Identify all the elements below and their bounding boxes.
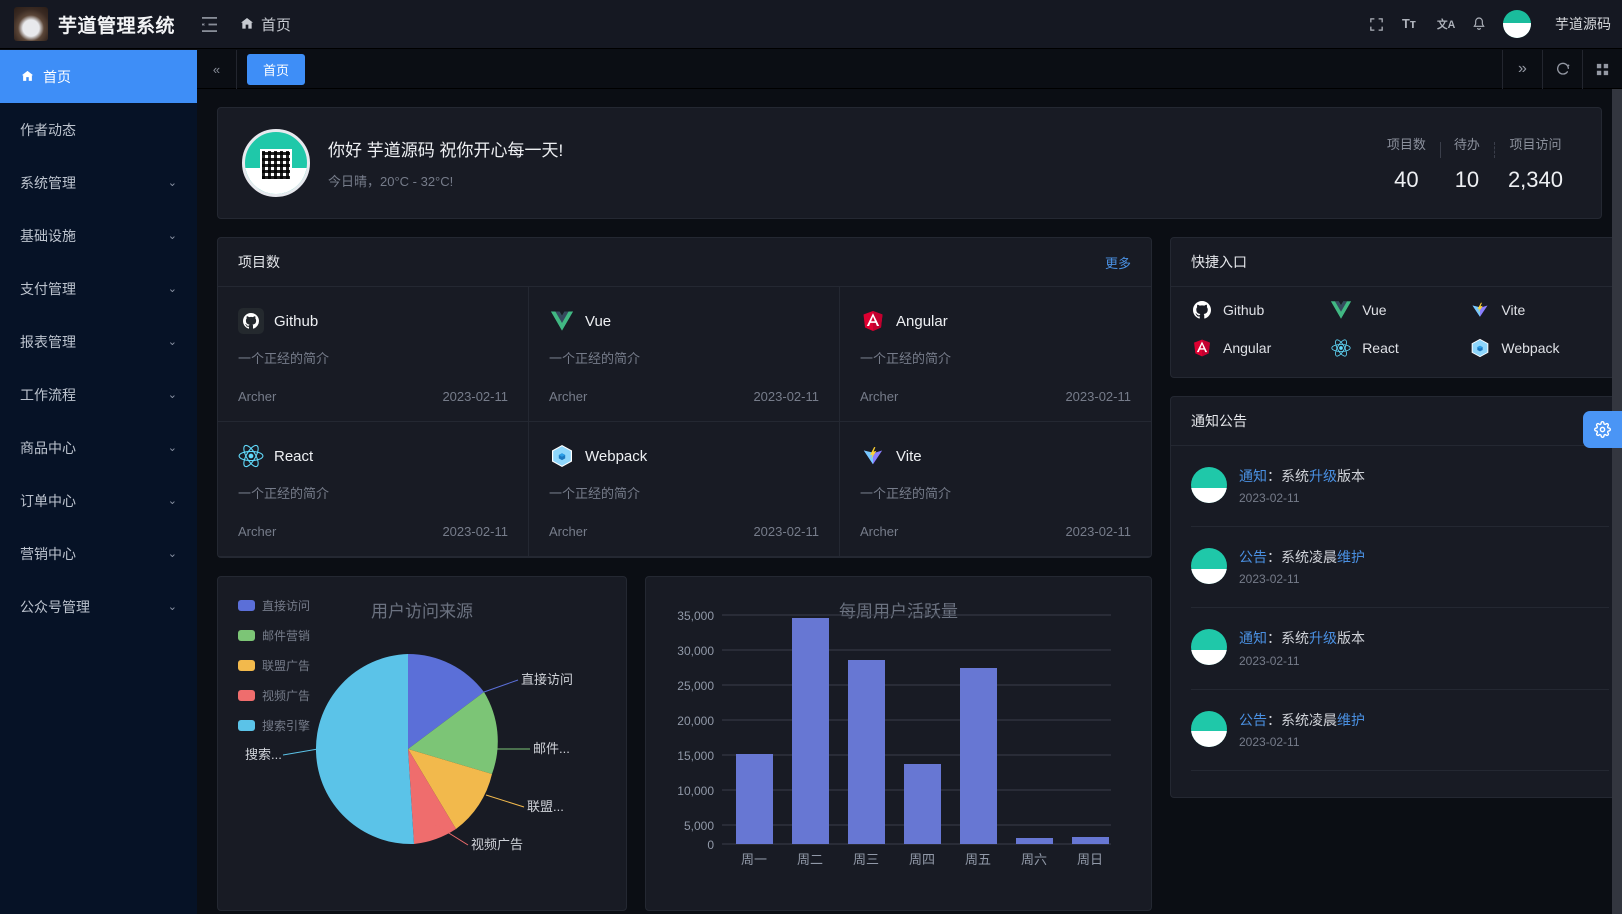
- svg-text:搜索...: 搜索...: [245, 747, 282, 762]
- svg-text:文A: 文A: [1436, 18, 1455, 31]
- svg-text:周日: 周日: [1077, 852, 1103, 867]
- svg-text:35,000: 35,000: [677, 609, 714, 623]
- svg-text:周五: 周五: [965, 852, 991, 867]
- svg-text:周一: 周一: [741, 852, 767, 867]
- svg-text:视频广告: 视频广告: [471, 837, 523, 852]
- svg-text:周三: 周三: [853, 852, 879, 867]
- svg-text:25,000: 25,000: [677, 679, 714, 693]
- svg-text:直接访问: 直接访问: [521, 672, 573, 687]
- svg-text:邮件...: 邮件...: [533, 741, 570, 756]
- svg-text:联盟...: 联盟...: [527, 799, 564, 814]
- svg-text:周二: 周二: [797, 852, 823, 867]
- svg-text:周六: 周六: [1021, 852, 1047, 867]
- svg-text:30,000: 30,000: [677, 644, 714, 658]
- svg-text:周四: 周四: [909, 852, 935, 867]
- svg-text:5,000: 5,000: [684, 819, 714, 833]
- svg-text:15,000: 15,000: [677, 749, 714, 763]
- svg-text:0: 0: [707, 838, 714, 852]
- svg-text:10,000: 10,000: [677, 784, 714, 798]
- svg-text:20,000: 20,000: [677, 714, 714, 728]
- svg-text:Tᴛ: Tᴛ: [1402, 16, 1416, 31]
